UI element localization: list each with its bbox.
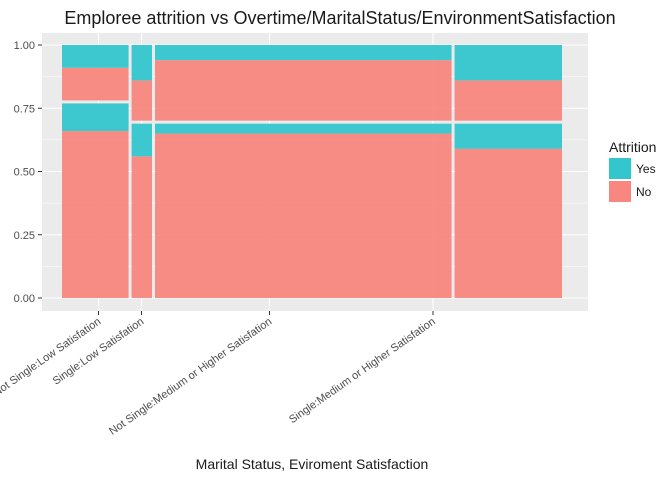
tile-yes-lower <box>454 123 562 149</box>
tile-no-upper <box>155 60 452 121</box>
y-tick-label: 0.00 <box>14 293 35 305</box>
mosaic-tiles <box>62 45 562 298</box>
legend-key-no <box>609 181 631 202</box>
tile-yes-upper <box>62 45 129 68</box>
y-tick-label: 0.25 <box>14 230 35 242</box>
legend: Attrition Yes No <box>609 139 656 202</box>
x-axis-title: Marital Status, Eviroment Satisfaction <box>196 456 429 472</box>
y-axis: 0.00 0.25 0.50 0.75 1.00 <box>14 40 42 305</box>
tile-yes-lower <box>131 123 153 157</box>
chart-title: Emploree attrition vs Overtime/MaritalSt… <box>64 8 615 28</box>
legend-key-yes <box>609 158 631 179</box>
tile-yes-upper <box>155 45 452 61</box>
tile-no-lower <box>62 131 129 298</box>
y-tick-label: 0.75 <box>14 103 35 115</box>
legend-label-yes: Yes <box>636 162 656 176</box>
tile-no-upper <box>131 80 153 121</box>
legend-label-no: No <box>636 185 652 199</box>
tile-no-lower <box>155 133 452 298</box>
y-tick-label: 1.00 <box>14 40 35 52</box>
x-tick-label: Single:Medium or Higher Satisfation <box>287 316 438 426</box>
y-tick-label: 0.50 <box>14 167 35 179</box>
tile-no-lower <box>131 156 153 298</box>
tile-no-upper <box>454 80 562 121</box>
legend-title: Attrition <box>609 139 656 155</box>
tile-yes-lower <box>62 103 129 132</box>
tile-yes-upper <box>454 45 562 81</box>
tile-yes-lower <box>155 123 452 134</box>
tile-yes-upper <box>131 45 153 81</box>
tile-no-upper <box>62 67 129 101</box>
tile-no-lower <box>454 148 562 298</box>
